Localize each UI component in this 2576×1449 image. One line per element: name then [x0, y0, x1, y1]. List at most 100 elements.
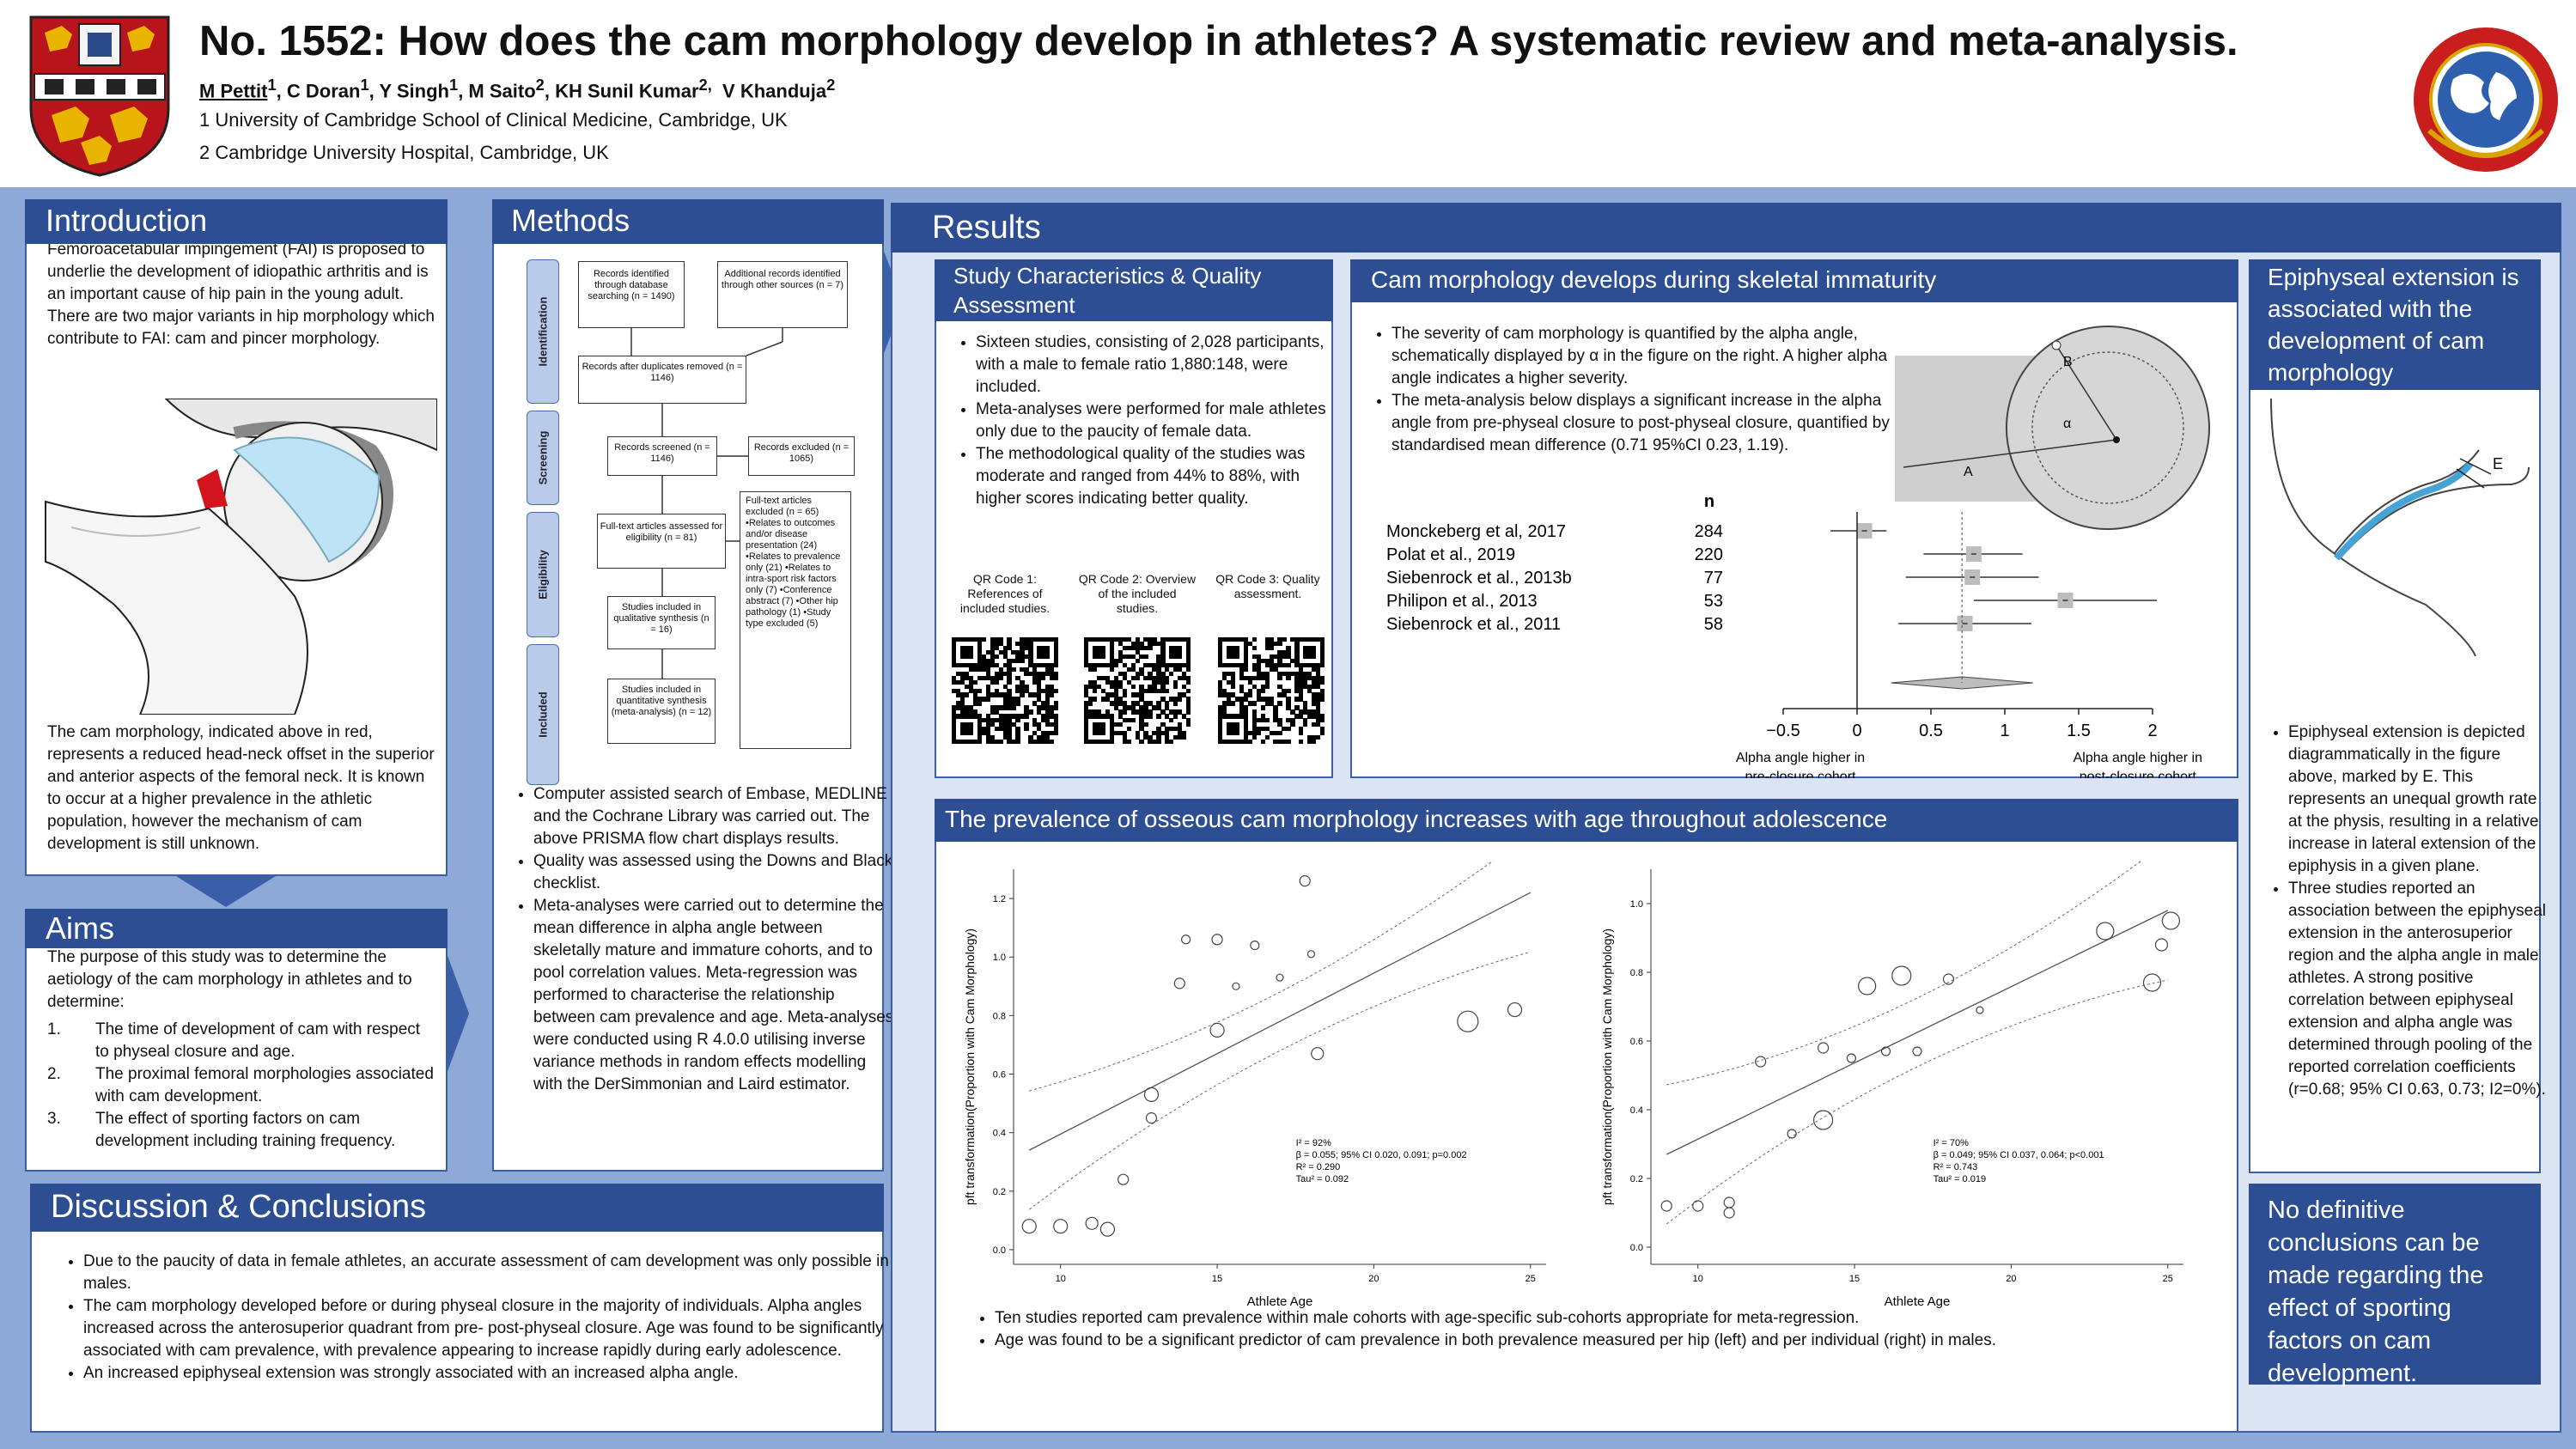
scatter-annotation: R² = 0.743: [1934, 1162, 1978, 1172]
scatter-point: [1306, 950, 1316, 959]
flow-connectors: [630, 328, 783, 679]
introduction-panel: Femoroacetabular impingement (FAI) is pr…: [25, 199, 448, 876]
scatter-plot-per-individual: 0.0 0.2 0.4 0.6 0.8 1.0 10 15 20 25 Athlete Age pft…: [1600, 861, 2183, 1309]
conclusion-text: No definitive conclusions can be made re…: [2268, 1196, 2484, 1387]
scatter-x-tick-label: 25: [2163, 1274, 2173, 1284]
scatter-point: [1143, 1087, 1160, 1102]
scatter-annotation: I² = 92%: [1296, 1138, 1331, 1148]
methods-bullet: Meta-analyses were carried out to determ…: [533, 895, 894, 1096]
scatter-x-tick-label: 20: [2006, 1274, 2016, 1284]
study-characteristics-title: Study Characteristics & Quality Assessme…: [953, 263, 1262, 318]
forest-study-label: Siebenrock et al., 2011: [1386, 615, 1561, 634]
discussion-header: Discussion & Conclusions: [30, 1184, 884, 1232]
scatter-y-tick-label: 0.8: [1630, 968, 1643, 978]
forest-x-tick-label: 0.5: [1919, 721, 1943, 740]
scatter-point: [2154, 938, 2169, 952]
scatter-fit-line: [1028, 892, 1532, 1151]
study-bullet: Meta-analyses were performed for male at…: [976, 399, 1345, 443]
scatter-y-tick-label: 1.2: [993, 894, 1006, 904]
cam-development-title: Cam morphology develops during skeletal …: [1371, 266, 1937, 293]
author-name: V Khanduja: [711, 80, 827, 102]
scatter-y-tick-label: 0.2: [993, 1187, 1006, 1197]
author-name: , M Saito: [458, 80, 536, 102]
scatter-point: [1723, 1207, 1735, 1219]
aims-panel: The purpose of this study was to determi…: [25, 909, 448, 1172]
forest-study-label: Philipon et al., 2013: [1386, 592, 1538, 611]
scatter-point: [1145, 1112, 1158, 1124]
author-name: M Pettit: [199, 80, 268, 102]
scatter-point: [1692, 1200, 1704, 1212]
cam-development-panel: The severity of cam morphology is quanti…: [1350, 259, 2238, 778]
scatter-point: [1276, 973, 1284, 982]
forest-x-tick-label: 1: [2000, 721, 2009, 740]
introduction-text-2: The cam morphology, indicated above in r…: [47, 723, 435, 853]
scatter-annotation: R² = 0.290: [1296, 1162, 1341, 1172]
qr-code-1[interactable]: [952, 637, 1059, 745]
diagram-label-alpha: α: [2063, 417, 2071, 431]
scatter-point: [1846, 1053, 1857, 1063]
scatter-y-label: pft transformation(Proportion with Cam M…: [963, 928, 977, 1205]
cam-development-header: Cam morphology develops during skeletal …: [1350, 259, 2238, 302]
down-arrow-shape: [176, 876, 276, 907]
study-bullet: The methodological quality of the studie…: [976, 443, 1345, 510]
prevalence-bullets: Ten studies reported cam prevalence with…: [962, 1307, 2249, 1352]
stage-screening: Screening: [527, 411, 559, 505]
discussion-title: Discussion & Conclusions: [51, 1189, 427, 1225]
epiphyseal-bullet: Epiphyseal extension is depicted diagram…: [2288, 721, 2546, 878]
scatter-x-label: Athlete Age: [1885, 1294, 1951, 1309]
epiphyseal-header: Epiphyseal extension is associated with …: [2249, 259, 2541, 390]
flow-records-excluded: Records excluded (n = 1065): [748, 436, 855, 476]
epiphyseal-bullet: Three studies reported an association be…: [2288, 878, 2546, 1101]
flow-records-screened: Records screened (n = 1146): [607, 436, 717, 476]
forest-study-label: Polat et al., 2019: [1386, 545, 1515, 564]
scatter-point: [1311, 1047, 1325, 1061]
author-name: , Y Singh: [368, 80, 449, 102]
scatter-point: [1053, 1219, 1069, 1234]
forest-n-value: 53: [1704, 592, 1723, 611]
forest-n-header: n: [1704, 492, 1714, 511]
scatter-x-tick-label: 15: [1212, 1274, 1222, 1284]
flow-duplicates-removed: Records after duplicates removed (n = 11…: [578, 356, 746, 404]
flow-fulltext-excluded: Full-text articles excluded (n = 65) •Re…: [740, 491, 851, 749]
society-seal-logo: [2414, 27, 2558, 172]
scatter-point: [2161, 911, 2181, 930]
scatter-y-tick-label: 0.0: [993, 1245, 1006, 1256]
forest-x-tick-label: 2: [2147, 721, 2157, 740]
scatter-point: [1117, 1173, 1130, 1185]
epiphyseal-bullets: Epiphyseal extension is depicted diagram…: [2250, 721, 2546, 1101]
header: No. 1552: How does the cam morphology de…: [0, 0, 2576, 187]
alpha-angle-diagram: B α A: [1895, 326, 2210, 530]
scatter-point: [1180, 935, 1191, 945]
forest-study-label: Monckeberg et al, 2017: [1386, 522, 1566, 541]
forest-n-value: 58: [1704, 615, 1723, 634]
results-header: Results: [891, 203, 2561, 253]
prevalence-title: The prevalence of osseous cam morphology…: [945, 806, 1888, 832]
prevalence-bullet: Age was found to be a significant predic…: [995, 1330, 2249, 1352]
scatter-y-tick-label: 0.2: [1630, 1174, 1643, 1184]
diagram-label-a: A: [1964, 465, 1973, 479]
scatter-x-label: Athlete Age: [1247, 1294, 1313, 1309]
forest-plot: n Monckeberg et al, 2017 284 Polat et al., …: [1386, 492, 2202, 778]
forest-xlabel-right: Alpha angle higher in post-closure cohort: [2074, 751, 2202, 778]
methods-bullets: Computer assisted search of Embase, MEDL…: [504, 783, 894, 1096]
scatter-point: [1099, 1221, 1116, 1237]
forest-n-value: 284: [1695, 522, 1723, 541]
aims-list: 1. The time of development of cam with re…: [47, 1019, 435, 1153]
flow-other-records: Additional records identified through ot…: [717, 261, 848, 328]
scatter-point: [1660, 1200, 1672, 1212]
stage-included: Included: [527, 644, 559, 785]
study-bullet: Sixteen studies, consisting of 2,028 par…: [976, 332, 1345, 399]
flow-db-records: Records identified through database sear…: [578, 261, 685, 328]
aims-item: 1. The time of development of cam with re…: [47, 1020, 421, 1061]
qr-code-2[interactable]: [1084, 637, 1191, 745]
study-characteristics-bullets: Sixteen studies, consisting of 2,028 par…: [943, 332, 1345, 510]
flow-quantitative-synthesis: Studies included in quantitative synthes…: [607, 679, 716, 744]
qr-code-3[interactable]: [1218, 637, 1325, 745]
forest-xlabel-line: pre-closure cohort: [1745, 770, 1857, 778]
scatter-point: [1787, 1129, 1797, 1139]
methods-bullet: Quality was assessed using the Downs and…: [533, 850, 894, 895]
author-list: M Pettit1, C Doran1, Y Singh1, M Saito2,…: [199, 76, 836, 102]
affiliation-2: 2 Cambridge University Hospital, Cambrid…: [199, 142, 609, 163]
study-characteristics-panel: Sixteen studies, consisting of 2,028 par…: [935, 259, 1333, 778]
scatter-point: [1880, 1046, 1891, 1056]
